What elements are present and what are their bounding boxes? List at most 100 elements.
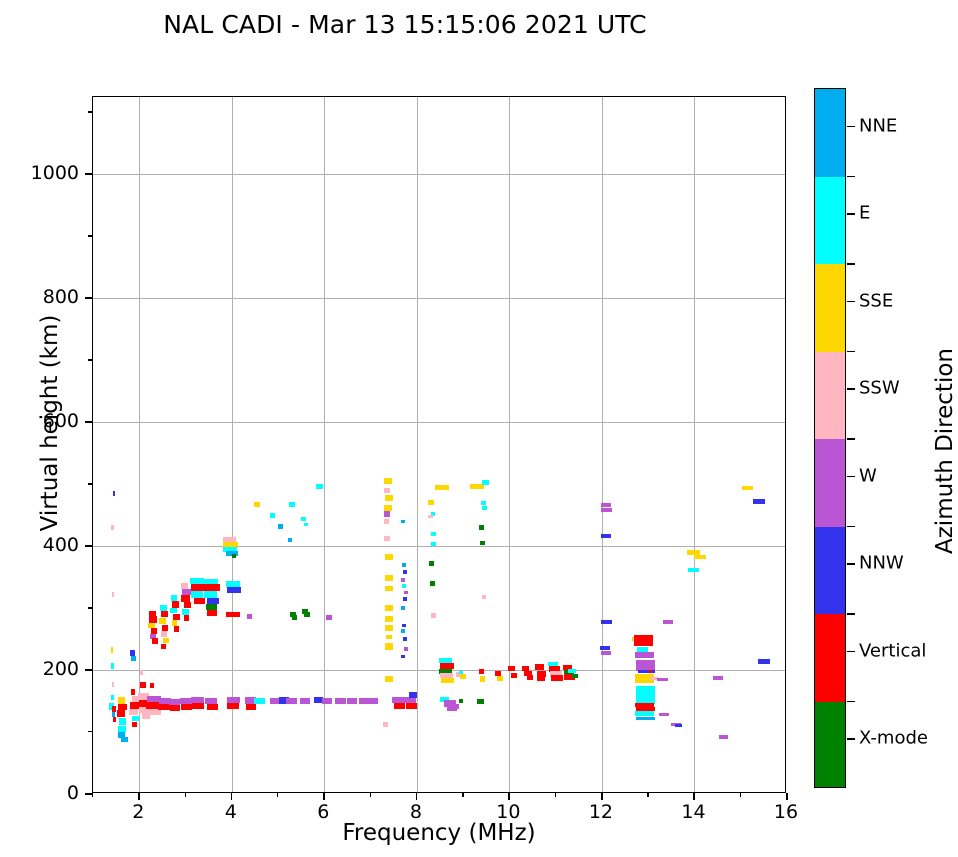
- colorbar-segment-w: [815, 439, 845, 527]
- echo-mark: [206, 704, 218, 711]
- echo-mark: [510, 672, 518, 678]
- colorbar-tick-sse: [847, 300, 855, 303]
- colorbar-tick-vertical: [847, 650, 855, 653]
- x-minor-tick: [554, 793, 557, 797]
- echo-mark: [180, 582, 189, 589]
- echo-mark: [160, 605, 167, 612]
- echo-mark: [742, 485, 754, 491]
- echo-mark: [158, 704, 171, 711]
- y-minor-tick: [88, 359, 92, 361]
- echo-mark: [456, 671, 461, 677]
- echo-mark: [403, 696, 416, 703]
- chart-title: NAL CADI - Mar 13 15:15:06 2021 UTC: [163, 10, 647, 39]
- echo-mark: [403, 647, 408, 651]
- echo-mark: [477, 698, 485, 704]
- echo-mark: [173, 614, 180, 620]
- x-tick-label-2: 2: [132, 801, 145, 823]
- gridline-y-400: [93, 546, 785, 548]
- echo-mark: [111, 592, 115, 597]
- colorbar-label-vertical: Vertical: [859, 640, 927, 662]
- echo-mark: [439, 662, 455, 669]
- echo-mark: [111, 682, 115, 688]
- echo-mark: [478, 668, 485, 675]
- echo-mark: [139, 670, 144, 676]
- echo-mark: [548, 661, 559, 667]
- echo-mark: [458, 699, 464, 703]
- echo-mark: [402, 562, 406, 567]
- echo-mark: [130, 649, 136, 656]
- echo-mark: [401, 654, 405, 659]
- y-minor-tick: [88, 111, 92, 113]
- echo-mark: [286, 697, 298, 705]
- y-tick-label-600: 600: [42, 410, 79, 433]
- echo-mark: [147, 696, 161, 704]
- echo-mark: [393, 702, 405, 710]
- y-tick-label-400: 400: [42, 534, 79, 557]
- y-tick-label-0: 0: [66, 782, 79, 804]
- x-tick-8: [415, 793, 418, 800]
- echo-mark: [207, 610, 218, 616]
- x-tick-16: [786, 793, 788, 800]
- echo-mark: [482, 505, 487, 510]
- echo-mark: [508, 666, 515, 672]
- echo-mark: [150, 633, 156, 640]
- echo-mark: [446, 705, 458, 711]
- y-tick-200: [85, 669, 92, 671]
- echo-mark: [572, 674, 578, 679]
- echo-mark: [269, 512, 276, 518]
- echo-mark: [648, 670, 653, 673]
- gridline-x-2: [139, 97, 141, 792]
- echo-mark: [301, 516, 306, 522]
- echo-mark: [401, 629, 405, 633]
- echo-mark: [109, 702, 114, 711]
- echo-mark: [231, 554, 237, 558]
- colorbar-tick-w: [847, 475, 855, 478]
- colorbar-boundary-tick: [847, 263, 855, 265]
- echo-mark: [132, 696, 139, 703]
- echo-mark: [326, 615, 332, 620]
- echo-mark: [170, 595, 178, 602]
- y-tick-label-1000: 1000: [30, 162, 79, 185]
- echo-mark: [151, 638, 159, 644]
- echo-mark: [141, 713, 150, 719]
- echo-mark: [481, 500, 486, 505]
- echo-mark: [316, 483, 324, 489]
- echo-mark: [131, 722, 138, 728]
- echo-mark: [131, 655, 137, 662]
- echo-mark: [117, 704, 127, 711]
- echo-mark: [299, 697, 310, 705]
- echo-mark: [385, 615, 393, 622]
- echo-mark: [384, 535, 391, 541]
- echo-mark: [638, 670, 655, 674]
- echo-mark: [659, 713, 670, 717]
- y-tick-1000: [85, 173, 92, 176]
- echo-mark: [470, 483, 484, 489]
- echo-mark: [536, 675, 545, 681]
- echo-mark: [205, 697, 218, 705]
- echo-mark: [385, 643, 393, 650]
- echo-mark: [634, 635, 653, 646]
- gridline-x-14: [694, 97, 696, 792]
- y-tick-label-200: 200: [42, 658, 79, 681]
- echo-mark: [278, 697, 289, 704]
- echo-mark: [636, 707, 655, 711]
- echo-mark: [601, 508, 612, 513]
- echo-mark: [385, 624, 393, 632]
- echo-mark: [460, 673, 466, 679]
- echo-mark: [118, 726, 126, 733]
- echo-mark: [204, 584, 220, 592]
- echo-mark: [550, 675, 563, 681]
- echo-mark: [430, 581, 435, 586]
- echo-mark: [385, 605, 393, 612]
- echo-mark: [111, 525, 114, 531]
- colorbar-tick-nnw: [847, 563, 855, 565]
- echo-mark: [148, 622, 155, 629]
- echo-mark: [244, 697, 256, 704]
- echo-mark: [193, 598, 205, 605]
- echo-mark: [403, 590, 408, 595]
- echo-mark: [401, 519, 405, 524]
- x-minor-tick: [647, 793, 649, 797]
- echo-mark: [159, 618, 166, 624]
- echo-mark: [402, 583, 406, 588]
- colorbar-boundary-tick: [847, 525, 855, 528]
